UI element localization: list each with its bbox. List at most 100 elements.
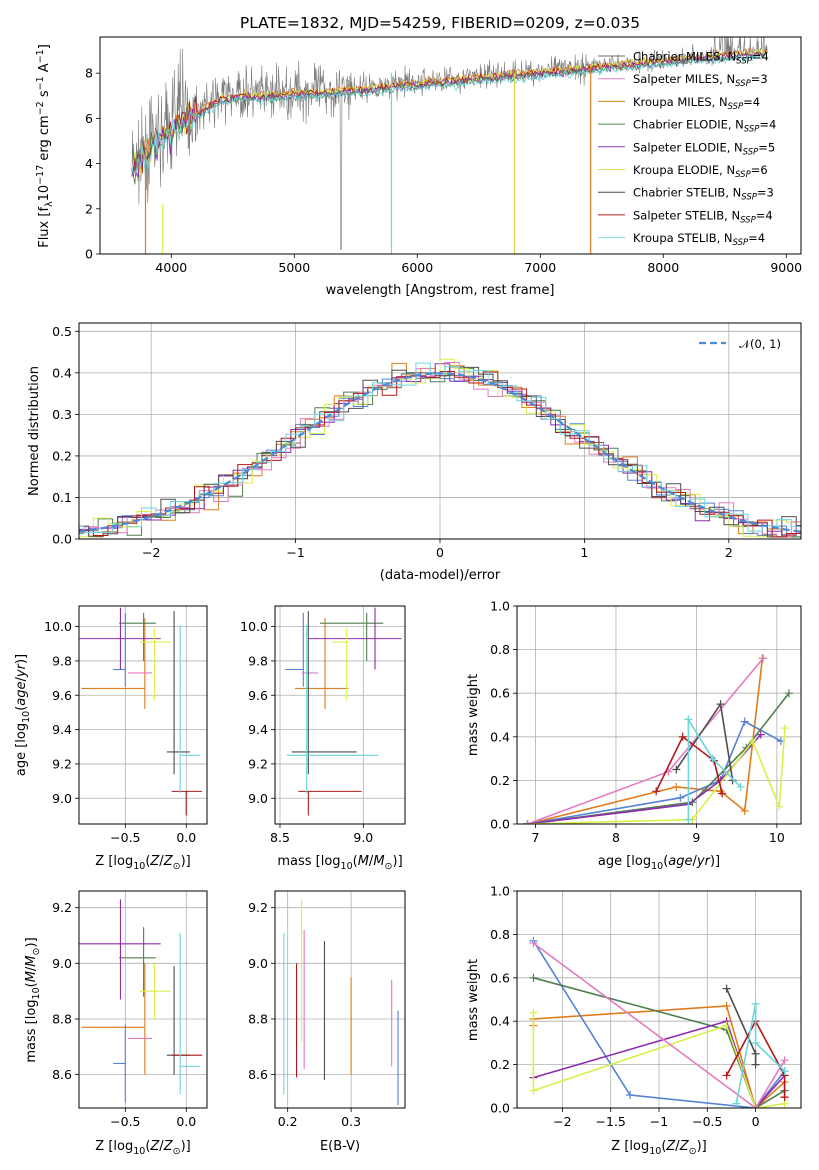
weight-point-marker: [529, 973, 538, 982]
weight-point-marker: [676, 793, 685, 802]
model-spectrum-line: [131, 51, 767, 177]
y-tick-label: 9.6: [52, 688, 72, 703]
plot-residuals: −2 −1 0 1 2 0.0 0.1 0.2 0.3 0.4 0.5: [52, 322, 802, 560]
model-spectrum-line: [131, 49, 767, 177]
y-tick-label: 8.8: [52, 1011, 72, 1026]
weight-point-marker: [672, 782, 681, 791]
weight-point-marker: [751, 1060, 760, 1069]
weight-point-marker: [722, 1021, 731, 1030]
x-axis-label: Z [log10(Z/Z⊙)]: [95, 854, 190, 872]
weight-point-marker: [728, 776, 737, 785]
x-axis-label: Z [log10(Z/Z⊙)]: [611, 1139, 706, 1157]
x-tick-label: 0: [436, 545, 444, 560]
x-tick-label: 0: [752, 1114, 760, 1129]
weight-point-marker: [626, 1090, 635, 1099]
y-tick-label: 9.2: [248, 756, 268, 771]
weight-point-marker: [708, 754, 717, 763]
x-tick-label: 5000: [278, 260, 310, 275]
weight-point-marker: [740, 717, 749, 726]
weight-point-marker: [529, 939, 538, 948]
y-tick-label: 8: [85, 66, 93, 81]
weight-point-marker: [672, 765, 681, 774]
plot-weight-vs-age: 7 8 9 10 0.0 0.2 0.4 0.6 0.8 1.0: [490, 599, 802, 845]
y-tick-label: 0.4: [490, 729, 510, 744]
y-tick-label: 9.0: [248, 956, 268, 971]
x-tick-label: 8: [612, 830, 620, 845]
axes-frame: [99, 36, 802, 255]
x-tick-label: −0.5: [110, 1114, 140, 1129]
x-tick-label: −1.5: [596, 1114, 626, 1129]
y-tick-label: 8.6: [52, 1067, 72, 1082]
residual-histogram: [79, 362, 801, 533]
y-tick-label: 9.6: [248, 688, 268, 703]
legend-entry: Chabrier STELIB, NSSP=3: [633, 186, 774, 203]
axes-frame: [516, 605, 802, 825]
weight-series-line: [735, 1003, 786, 1104]
y-tick-label: 0.2: [490, 773, 510, 788]
weight-point-marker: [780, 1067, 789, 1076]
y-tick-label: 9.4: [52, 722, 72, 737]
weight-point-marker: [751, 1038, 760, 1047]
legend-entry: Chabrier ELODIE, NSSP=4: [633, 118, 776, 135]
x-axis-label: (data-model)/error: [380, 568, 501, 583]
weight-point-marker: [722, 1002, 731, 1011]
legend: Chabrier MILES, NSSP=4 Salpeter MILES, NS…: [598, 50, 776, 248]
x-tick-label: −1: [286, 545, 304, 560]
legend-entry: Chabrier MILES, NSSP=4: [633, 50, 769, 67]
y-axis-label: mass weight: [466, 674, 481, 756]
weight-series-line: [532, 940, 786, 1108]
x-tick-label: 7000: [524, 260, 556, 275]
x-tick-label: 8000: [647, 260, 679, 275]
axes-frame: [274, 605, 406, 825]
weight-point-marker: [652, 787, 661, 796]
weight-point-marker: [684, 715, 693, 724]
y-tick-label: 0.8: [490, 642, 510, 657]
legend-entry: Salpeter ELODIE, NSSP=5: [633, 140, 775, 157]
y-tick-label: 10.0: [44, 619, 72, 634]
y-tick-label: 0.6: [490, 686, 510, 701]
plot-age-vs-Z: −0.5 0.0 9.0 9.2 9.4 9.6 9.8 10.0: [44, 605, 208, 845]
model-spectrum-line: [131, 52, 767, 185]
x-tick-label: 10: [769, 830, 785, 845]
y-tick-label: 9.0: [52, 956, 72, 971]
axes-frame: [78, 322, 802, 540]
weight-point-marker: [523, 820, 532, 824]
weight-point-marker: [784, 689, 793, 698]
x-tick-label: 9: [692, 830, 700, 845]
legend-entry: Kroupa MILES, NSSP=4: [633, 95, 760, 112]
legend-entry: Kroupa STELIB, NSSP=4: [633, 231, 765, 248]
weight-point-marker: [780, 1093, 789, 1102]
plot-age-vs-mass: 8.5 9.0 9.0 9.2 9.4 9.6 9.8 10.0: [240, 605, 406, 845]
x-tick-label: 6000: [401, 260, 433, 275]
x-tick-label: −0.5: [110, 830, 140, 845]
x-tick-label: 0.2: [278, 1114, 298, 1129]
weight-point-marker: [751, 999, 760, 1008]
weight-point-marker: [722, 1071, 731, 1080]
y-tick-label: 6: [85, 111, 93, 126]
residual-histogram: [79, 362, 801, 538]
weight-series-line: [687, 716, 742, 820]
y-tick-label: 0.4: [490, 1014, 510, 1029]
weight-point-marker: [722, 984, 731, 993]
x-tick-label: 9.0: [353, 830, 373, 845]
x-tick-label: 0.3: [341, 1114, 361, 1129]
x-tick-label: 0.0: [176, 1114, 196, 1129]
y-tick-label: 2: [85, 201, 93, 216]
model-spectrum-line: [131, 46, 767, 178]
x-tick-label: −0.5: [692, 1114, 722, 1129]
x-tick-label: 7: [532, 830, 540, 845]
y-tick-label: 0.0: [490, 1101, 510, 1116]
weight-point-marker: [756, 730, 765, 739]
y-tick-label: 10.0: [240, 619, 268, 634]
x-axis-label: wavelength [Angstrom, rest frame]: [326, 283, 555, 298]
y-tick-label: 8.6: [248, 1067, 268, 1082]
weight-point-marker: [751, 1049, 760, 1058]
y-tick-label: 0.6: [490, 970, 510, 985]
weight-series-line: [725, 1019, 786, 1098]
y-tick-label: 9.2: [248, 900, 268, 915]
legend-entry: Salpeter MILES, NSSP=3: [633, 72, 768, 89]
legend-entry: 𝒩(0, 1): [739, 337, 781, 351]
y-tick-label: 9.0: [52, 791, 72, 806]
x-tick-label: 0.0: [176, 830, 196, 845]
